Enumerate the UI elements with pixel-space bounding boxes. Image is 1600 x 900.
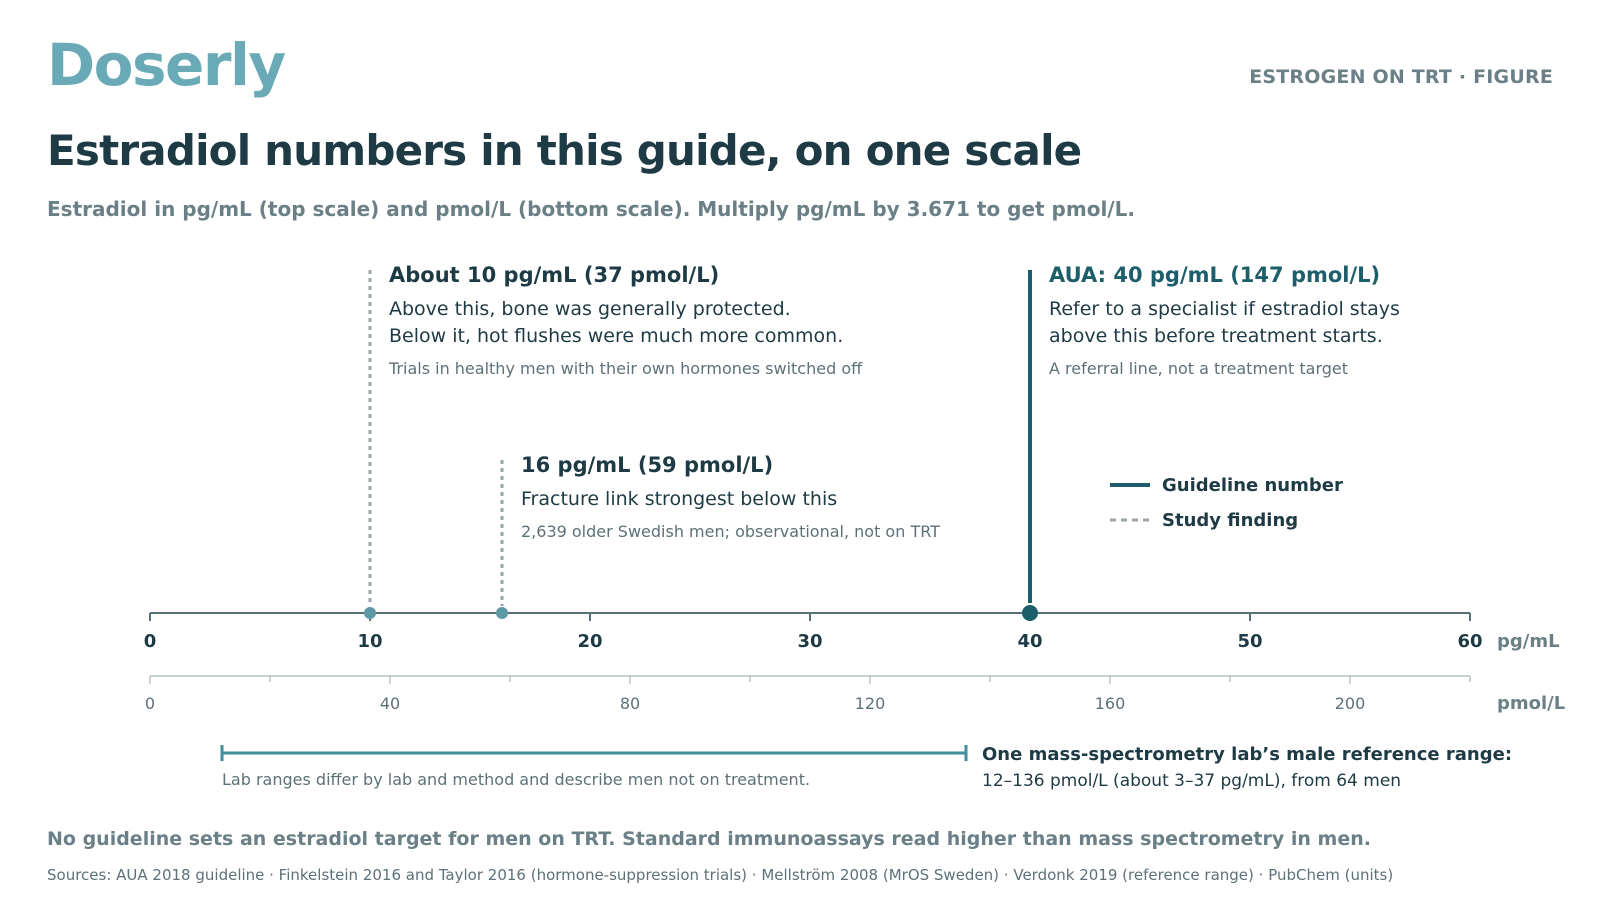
reference-range-detail: 12–136 pmol/L (about 3–37 pg/mL), from 6… [982,771,1401,791]
marker-description-line: above this before treatment starts. [1049,325,1383,347]
marker-dot-guideline [1022,605,1038,621]
top-axis-tick-label: 30 [797,631,822,652]
bottom-axis-tick-label: 200 [1335,694,1366,713]
legend-label: Guideline number [1162,475,1343,496]
bottom-axis-tick-label: 40 [380,694,400,713]
top-axis-tick-label: 60 [1457,631,1482,652]
top-axis-tick-label: 10 [357,631,382,652]
top-axis-tick-label: 0 [144,631,157,652]
reference-range-label: One mass-spectrometry lab’s male referen… [982,744,1512,765]
bottom-axis-tick-label: 80 [620,694,640,713]
chart-subtitle: Estradiol in pg/mL (top scale) and pmol/… [47,197,1135,221]
top-axis-tick-label: 20 [577,631,602,652]
chart-title: Estradiol numbers in this guide, on one … [47,126,1082,175]
top-axis-tick-label: 50 [1237,631,1262,652]
marker-heading: About 10 pg/mL (37 pmol/L) [389,263,719,287]
figure-tag: ESTROGEN ON TRT · FIGURE [1249,66,1553,88]
bottom-axis-tick-label: 120 [855,694,886,713]
marker-description-line: Above this, bone was generally protected… [389,298,791,320]
marker-description-line: Refer to a specialist if estradiol stays [1049,298,1400,320]
bottom-axis-tick-label: 0 [145,694,155,713]
marker-description-line: Below it, hot flushes were much more com… [389,325,843,347]
sources-line: Sources: AUA 2018 guideline · Finkelstei… [47,866,1394,884]
reference-range-note: Lab ranges differ by lab and method and … [222,770,810,789]
footer-note: No guideline sets an estradiol target fo… [47,828,1371,850]
bottom-axis-unit-label: pmol/L [1497,693,1565,714]
marker-note: 2,639 older Swedish men; observational, … [521,522,940,541]
marker-dot-study [496,607,508,619]
brand-logo: Doserly [47,31,286,99]
marker-heading: 16 pg/mL (59 pmol/L) [521,453,773,477]
marker-note: Trials in healthy men with their own hor… [388,359,863,378]
marker-heading: AUA: 40 pg/mL (147 pmol/L) [1049,263,1380,287]
bottom-axis-tick-label: 160 [1095,694,1126,713]
top-axis-tick-label: 40 [1017,631,1042,652]
marker-description-line: Fracture link strongest below this [521,488,837,510]
marker-note: A referral line, not a treatment target [1049,359,1348,378]
legend-label: Study finding [1162,510,1298,531]
marker-dot-study [364,607,376,619]
top-axis-unit-label: pg/mL [1497,631,1560,652]
